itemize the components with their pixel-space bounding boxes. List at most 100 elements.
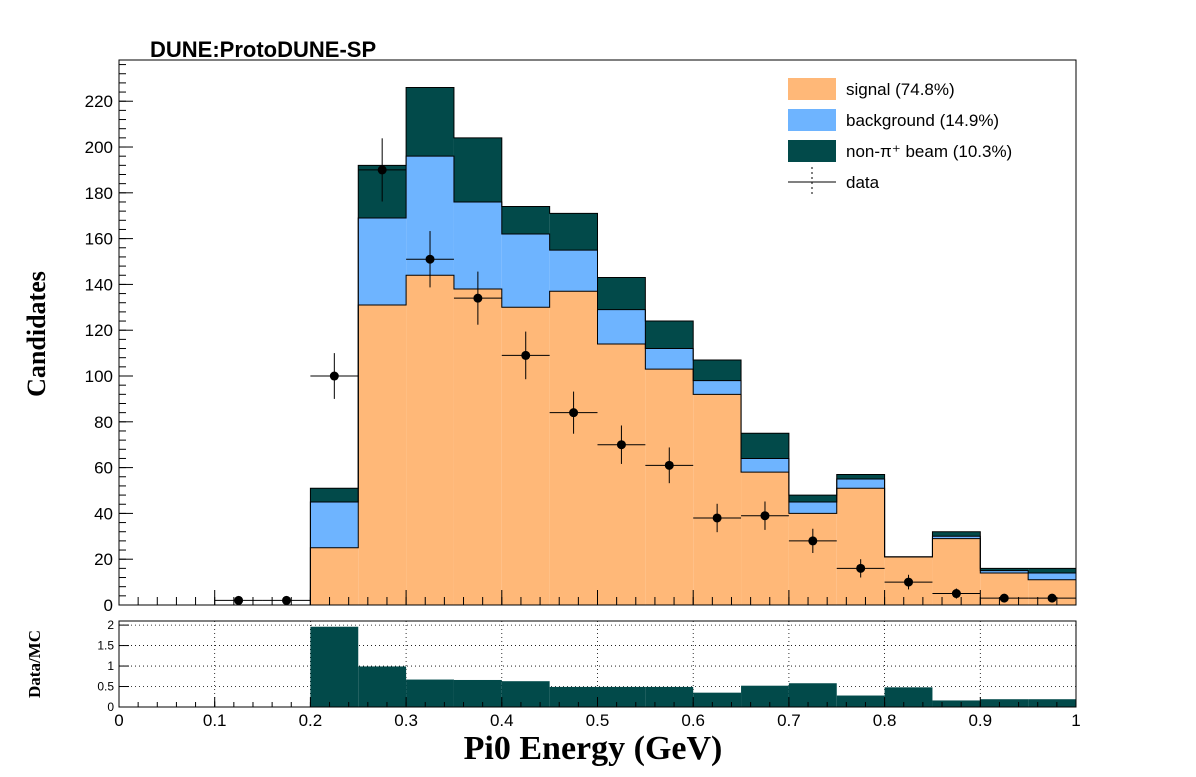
legend: signal (74.8%) background (14.9%) non-π⁺ b… bbox=[788, 78, 1012, 197]
y-tick-label: 200 bbox=[85, 138, 113, 157]
data-point bbox=[569, 408, 579, 418]
ratio-bar bbox=[836, 695, 885, 707]
ratio-bar bbox=[932, 700, 981, 707]
x-tick-label: 0.4 bbox=[490, 711, 514, 730]
ratio-bar bbox=[693, 692, 742, 707]
data-point bbox=[760, 511, 770, 521]
stack-bar bbox=[980, 570, 1029, 573]
data-point bbox=[234, 595, 244, 605]
ratio-bar bbox=[406, 679, 454, 707]
data-point bbox=[904, 577, 914, 587]
stack-bar bbox=[932, 536, 981, 539]
ratio-bar bbox=[358, 666, 407, 707]
x-tick-label: 1 bbox=[1071, 711, 1080, 730]
chart-title: DUNE:ProtoDUNE-SP bbox=[150, 37, 376, 62]
legend-label: non-π⁺ beam (10.3%) bbox=[846, 142, 1012, 161]
y-tick-label: 40 bbox=[94, 504, 113, 523]
data-point bbox=[712, 513, 722, 523]
stack-bar bbox=[645, 369, 694, 605]
ratio-bar bbox=[501, 681, 550, 707]
y-tick-label: 120 bbox=[85, 321, 113, 340]
data-point bbox=[1047, 593, 1057, 603]
data-point bbox=[856, 563, 866, 573]
data-point bbox=[377, 165, 387, 175]
stack-bar bbox=[1028, 568, 1076, 573]
ratio-tick-label: 0.5 bbox=[97, 680, 114, 694]
data-point bbox=[808, 536, 818, 546]
stack-bar bbox=[549, 250, 598, 292]
stack-series-0 bbox=[310, 275, 1076, 605]
x-tick-label: 0.5 bbox=[586, 711, 610, 730]
legend-entry: non-π⁺ beam (10.3%) bbox=[788, 140, 1012, 162]
stack-bar bbox=[836, 474, 885, 480]
x-tick-label: 0.6 bbox=[681, 711, 705, 730]
stack-bar bbox=[453, 288, 502, 605]
ratio-bar bbox=[310, 626, 359, 707]
ratio-plot-area: 0 0.5 1 1.5 2 0 0.1 0.2 0.3 0.4 0.5 0.6 0.7 0.8 0.9 1 bbox=[97, 618, 1080, 730]
data-point bbox=[473, 293, 483, 303]
data-point bbox=[616, 440, 626, 450]
stack-bar bbox=[501, 206, 550, 235]
data-point bbox=[281, 595, 291, 605]
x-axis-label: Pi0 Energy (GeV) bbox=[464, 730, 723, 767]
stack-bar bbox=[310, 488, 359, 502]
y-tick-label: 0 bbox=[104, 596, 113, 615]
ratio-tick-label: 0 bbox=[107, 700, 114, 714]
stack-bar bbox=[645, 321, 694, 349]
legend-label: signal (74.8%) bbox=[846, 80, 955, 99]
legend-swatch bbox=[788, 109, 836, 131]
stack-bar bbox=[693, 394, 742, 605]
legend-label: data bbox=[846, 173, 880, 192]
y-axis-label: Candidates bbox=[22, 271, 51, 397]
x-tick-label: 0 bbox=[114, 711, 123, 730]
ratio-bars bbox=[310, 626, 1076, 707]
stack-bar bbox=[693, 380, 742, 395]
legend-swatch bbox=[788, 140, 836, 162]
ratio-tick-label: 1 bbox=[107, 659, 114, 673]
y-tick-label: 140 bbox=[85, 275, 113, 294]
stack-bar bbox=[597, 343, 646, 605]
stack-bar bbox=[932, 531, 981, 537]
ratio-bar bbox=[884, 687, 933, 707]
stack-bar bbox=[406, 275, 454, 605]
ratio-bar bbox=[549, 686, 598, 707]
y-tick-label: 160 bbox=[85, 230, 113, 249]
y-tick-label: 100 bbox=[85, 367, 113, 386]
ratio-tick-label: 1.5 bbox=[97, 639, 114, 653]
data-point bbox=[999, 593, 1009, 603]
x-tick-label: 0.8 bbox=[873, 711, 897, 730]
stack-bar bbox=[358, 218, 407, 306]
stack-bar bbox=[310, 501, 359, 548]
y-tick-label: 20 bbox=[94, 550, 113, 569]
stack-bar bbox=[310, 547, 359, 605]
x-tick-label: 0.3 bbox=[394, 711, 418, 730]
ratio-bar bbox=[453, 679, 502, 707]
stack-bar bbox=[980, 568, 1029, 571]
data-point bbox=[951, 589, 961, 599]
y-tick-label: 220 bbox=[85, 92, 113, 111]
x-tick-label: 0.1 bbox=[203, 711, 227, 730]
y-tick-label: 180 bbox=[85, 184, 113, 203]
stack-bar bbox=[788, 501, 837, 514]
ratio-bar bbox=[980, 699, 1029, 707]
stack-bar bbox=[597, 309, 646, 344]
legend-label: background (14.9%) bbox=[846, 111, 999, 130]
ratio-bar bbox=[597, 686, 646, 707]
stack-outline bbox=[119, 86, 1077, 606]
ratio-bar bbox=[788, 683, 837, 707]
stack-bar bbox=[453, 137, 502, 202]
stack-series-1 bbox=[310, 156, 1076, 580]
data-point bbox=[664, 460, 674, 470]
ratio-bar bbox=[645, 686, 694, 707]
stack-bar bbox=[1028, 572, 1076, 580]
y-tick-label: 80 bbox=[94, 413, 113, 432]
legend-swatch bbox=[788, 78, 836, 100]
legend-entry: background (14.9%) bbox=[788, 109, 999, 131]
stack-bar bbox=[693, 359, 742, 381]
stack-bar bbox=[597, 277, 646, 310]
stack-bar bbox=[549, 291, 598, 605]
data-points bbox=[214, 138, 1076, 605]
data-point bbox=[425, 254, 435, 264]
